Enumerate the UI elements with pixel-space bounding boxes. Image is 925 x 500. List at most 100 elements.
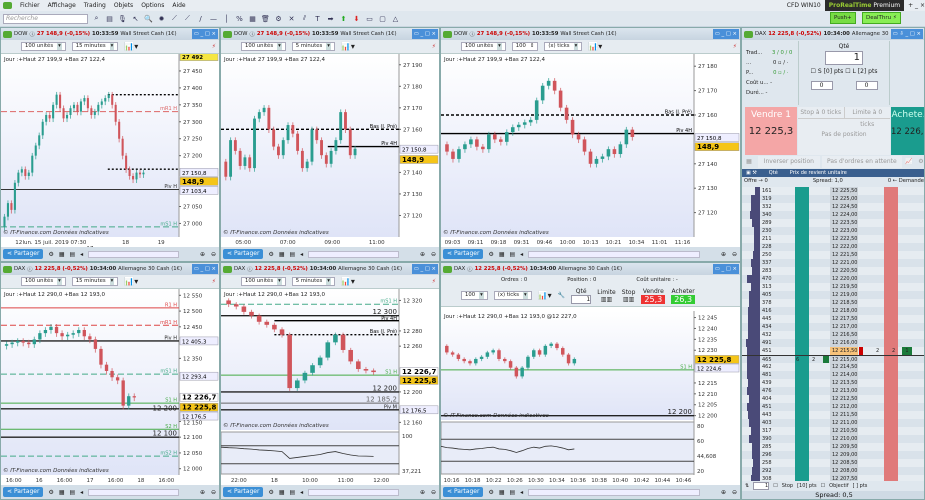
- book-row[interactable]: 439 12 213,50: [742, 379, 924, 387]
- push-button[interactable]: Push+: [830, 12, 856, 24]
- window-buttons[interactable]: ▭ _ □ ×: [411, 264, 438, 274]
- trade-icon[interactable]: ⚡: [431, 43, 436, 50]
- trade-icon[interactable]: ⚡: [431, 278, 436, 285]
- ask-column[interactable]: [884, 371, 898, 379]
- bid-column[interactable]: [795, 275, 809, 283]
- timeframe-select[interactable]: 15 minutes ▾: [71, 42, 119, 51]
- horizontal-scrollbar[interactable]: [88, 250, 179, 258]
- book-row[interactable]: 443 12 211,50: [742, 411, 924, 419]
- zoom-out-icon[interactable]: ⊖: [430, 488, 436, 496]
- price-chart[interactable]: 12 225,8 12 224,6 S1 H 12 200 12 245 12 240 12…: [441, 311, 740, 485]
- info-icon[interactable]: ⓘ: [467, 267, 473, 273]
- book-row[interactable]: 228 12 222,00: [742, 243, 924, 251]
- limit-ticks[interactable]: Limite à 0 ticks: [852, 109, 883, 128]
- ask-column[interactable]: [884, 347, 898, 355]
- trade-icon[interactable]: ⚡: [211, 278, 216, 285]
- book-row[interactable]: 289 12 223,50: [742, 219, 924, 227]
- bid-column[interactable]: [795, 403, 809, 411]
- ask-column[interactable]: [884, 203, 898, 211]
- book-qty-input[interactable]: 1: [753, 482, 770, 490]
- grid-icon[interactable]: ▦: [498, 250, 505, 258]
- book-row[interactable]: 445 12 217,50: [742, 315, 924, 323]
- ask-column[interactable]: [884, 275, 898, 283]
- triangle-icon[interactable]: △: [392, 14, 399, 23]
- quantity-select[interactable]: 100 unités ▾: [241, 42, 286, 51]
- bid-column[interactable]: [795, 371, 809, 379]
- book-row[interactable]: 292 12 208,00: [742, 467, 924, 475]
- ask-column[interactable]: [884, 475, 898, 481]
- share-button[interactable]: ⋖ Partager: [3, 487, 44, 497]
- book-tools-icon[interactable]: ▣ ⚒: [746, 170, 757, 176]
- bid-column[interactable]: [795, 331, 809, 339]
- scroll-left-icon[interactable]: ◂: [300, 250, 304, 258]
- line-icon[interactable]: /: [199, 14, 202, 23]
- bid-column[interactable]: [795, 419, 809, 427]
- search-input[interactable]: Recherche: [3, 13, 88, 24]
- info-icon[interactable]: ⓘ: [27, 267, 33, 273]
- bid-column[interactable]: [795, 356, 809, 364]
- ask-column[interactable]: [884, 195, 898, 203]
- book-row[interactable]: 491 12 216,00: [742, 339, 924, 347]
- bid-column[interactable]: [795, 379, 809, 387]
- quantity-select[interactable]: 100 ▾: [461, 291, 488, 300]
- ask-column[interactable]: [884, 235, 898, 243]
- window-buttons[interactable]: ▭ _ □ ×: [712, 264, 739, 274]
- zoom-in-icon[interactable]: ⊕: [720, 488, 726, 496]
- indicators-icon[interactable]: ⚙: [488, 250, 494, 258]
- ask-column[interactable]: [884, 211, 898, 219]
- scroll-left-icon[interactable]: ◂: [80, 488, 84, 496]
- book-row[interactable]: 161 12 225,50: [742, 187, 924, 195]
- book-row[interactable]: 230 12 223,00: [742, 227, 924, 235]
- window-buttons[interactable]: ▭ _ □ ×: [191, 29, 218, 39]
- bid-column[interactable]: [795, 411, 809, 419]
- ticks-input[interactable]: 100 ⇕: [511, 42, 539, 51]
- book-row[interactable]: 470 12 220,00: [742, 275, 924, 283]
- bid-column[interactable]: [795, 347, 809, 355]
- grid-icon[interactable]: ▦: [58, 250, 65, 258]
- bid-column[interactable]: [795, 435, 809, 443]
- price-chart[interactable]: 27 150,8 148,9 Bas (J. Pré) Piv 4H 27 190 27 …: [221, 54, 439, 247]
- text-icon[interactable]: T: [315, 14, 320, 23]
- symbol-selector[interactable]: DOW: [454, 31, 468, 37]
- book-row[interactable]: 404 12 212,50: [742, 395, 924, 403]
- zoom-in-icon[interactable]: ⊕: [419, 250, 425, 258]
- segment-icon[interactable]: ⟋: [185, 14, 190, 22]
- ask-column[interactable]: [884, 451, 898, 459]
- timeframe-select[interactable]: (x) ticks ▾: [544, 42, 583, 51]
- ask-column[interactable]: [884, 427, 898, 435]
- share-button[interactable]: ⋖ Partager: [443, 487, 484, 497]
- layout-icon[interactable]: ▤: [106, 14, 113, 23]
- indicators-icon[interactable]: ⚙: [268, 488, 274, 496]
- layers-icon[interactable]: ▤: [69, 250, 76, 258]
- book-row[interactable]: 337 12 221,00: [742, 259, 924, 267]
- trade-icon[interactable]: ⚡: [211, 43, 216, 50]
- ask-column[interactable]: [884, 379, 898, 387]
- cursor-icon[interactable]: ↖: [132, 14, 139, 23]
- horizontal-scrollbar[interactable]: [528, 488, 700, 496]
- ask-column[interactable]: [884, 419, 898, 427]
- horizontal-scrollbar[interactable]: [528, 250, 700, 258]
- ask-column[interactable]: [884, 259, 898, 267]
- bid-column[interactable]: [795, 243, 809, 251]
- share-button[interactable]: ⋖ Partager: [223, 487, 264, 497]
- quantity-select[interactable]: 100 unités ▾: [461, 42, 506, 51]
- quantity-select[interactable]: 100 unités ▾: [21, 42, 66, 51]
- menu-objets[interactable]: Objets: [113, 2, 134, 9]
- book-row[interactable]: 432 12 216,50: [742, 331, 924, 339]
- ask-column[interactable]: [884, 435, 898, 443]
- order-book[interactable]: 161 12 225,50 319 12 225,00 332 12 224,5…: [742, 187, 924, 481]
- limit-checkbox[interactable]: ☐: [845, 68, 851, 75]
- symbol-selector[interactable]: DAX: [14, 266, 26, 272]
- grid-icon[interactable]: ▦: [498, 488, 505, 496]
- qty-input[interactable]: 1: [825, 51, 863, 65]
- book-stop-checkbox[interactable]: ☐: [773, 483, 778, 489]
- book-row[interactable]: 296 12 209,00: [742, 451, 924, 459]
- stop-order-buttons[interactable]: ▥▥: [622, 295, 635, 303]
- symbol-selector[interactable]: DOW: [234, 31, 248, 37]
- zoom-out-icon[interactable]: ⊖: [210, 488, 216, 496]
- chart-type-icon[interactable]: 📊▾: [124, 277, 139, 286]
- stop-ticks[interactable]: Stop à 0 ticks: [798, 107, 845, 118]
- ask-column[interactable]: [884, 187, 898, 195]
- zoom-out-icon[interactable]: ⊖: [731, 250, 737, 258]
